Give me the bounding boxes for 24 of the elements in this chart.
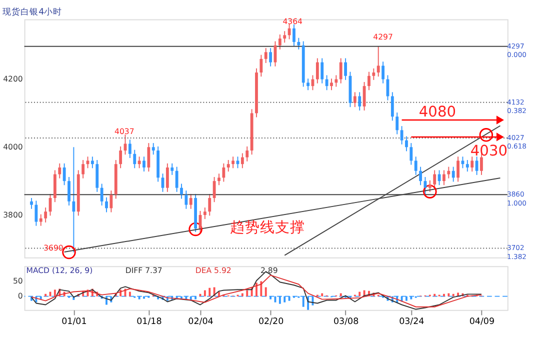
x-tick-label: 01/18 xyxy=(136,316,162,327)
y-tick-label: 50 xyxy=(12,276,23,286)
annotation: 4297 xyxy=(373,32,393,42)
annotation: 2.89 xyxy=(260,266,278,275)
x-tick-label: 01/01 xyxy=(62,316,87,327)
annotation: 4030 xyxy=(470,142,508,160)
annotation: MACD (12, 26, 9) xyxy=(26,266,93,275)
x-tick-label: 03/24 xyxy=(399,316,425,327)
text: DEA 5.92 xyxy=(195,266,232,275)
x-tick-label: 02/04 xyxy=(188,316,214,327)
x-tick-label: 02/20 xyxy=(258,316,284,327)
annotation: 3690 xyxy=(44,244,64,253)
annotation: 4080 xyxy=(418,103,456,120)
y-tick-label: 0 xyxy=(18,292,23,301)
chart-title: 现货白银4小时 xyxy=(2,6,62,18)
annotation: 趋势线支撑 xyxy=(230,219,305,236)
y-tick-label: 4200 xyxy=(3,74,23,84)
annotation: 4037 xyxy=(114,126,134,136)
x-tick-label: 03/08 xyxy=(333,316,359,327)
text: DIFF 7.37 xyxy=(125,266,162,275)
annotation: 4364 xyxy=(282,17,303,26)
y-tick-label: 3800 xyxy=(3,210,23,220)
x-tick-label: 04/09 xyxy=(469,316,495,327)
y-tick-label: 4000 xyxy=(3,142,23,152)
